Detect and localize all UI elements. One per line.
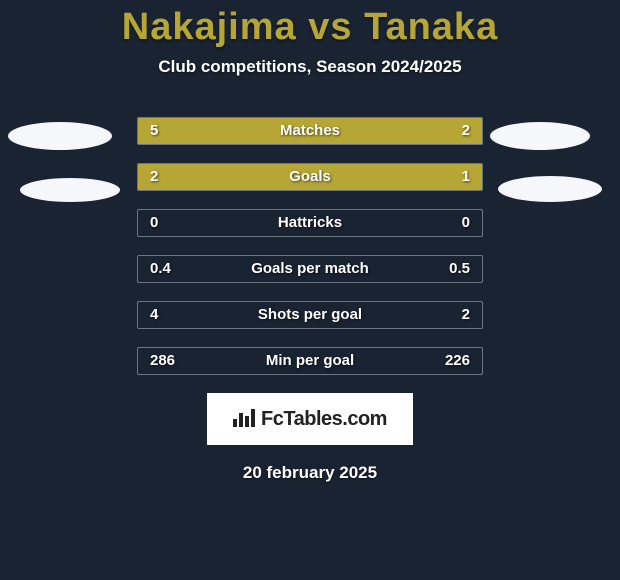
stat-value-right: 226	[445, 348, 470, 374]
avatar-ellipse	[20, 178, 120, 202]
subtitle: Club competitions, Season 2024/2025	[0, 57, 620, 77]
vs-separator: vs	[297, 6, 364, 48]
stat-label: Goals per match	[138, 256, 482, 282]
avatar-ellipse	[498, 176, 602, 202]
stat-row: 5Matches2	[137, 117, 483, 145]
stat-row: 0.4Goals per match0.5	[137, 255, 483, 283]
logo-text: FcTables.com	[261, 408, 387, 431]
bar-left	[138, 118, 382, 144]
bar-left	[138, 164, 368, 190]
stat-value-left: 286	[150, 348, 175, 374]
stat-value-left: 0	[150, 210, 158, 236]
stat-row: 286Min per goal226	[137, 347, 483, 375]
stat-label: Shots per goal	[138, 302, 482, 328]
stats-container: 5Matches2 2Goals1 0Hattricks0 0.4Goals per …	[137, 117, 483, 375]
page-title: Nakajima vs Tanaka	[0, 0, 620, 49]
stat-label: Min per goal	[138, 348, 482, 374]
chart-icon	[233, 407, 255, 432]
stat-value-left: 0.4	[150, 256, 171, 282]
date-text: 20 february 2025	[0, 463, 620, 483]
avatar-ellipse	[490, 122, 590, 150]
logo-box: FcTables.com	[207, 393, 413, 445]
stat-value-right: 0.5	[449, 256, 470, 282]
stat-value-left: 4	[150, 302, 158, 328]
avatar-ellipse	[8, 122, 112, 150]
bar-right	[382, 118, 482, 144]
stat-label: Hattricks	[138, 210, 482, 236]
player-left-name: Nakajima	[122, 6, 297, 48]
player-right-name: Tanaka	[364, 6, 498, 48]
stat-row: 0Hattricks0	[137, 209, 483, 237]
stat-value-right: 0	[462, 210, 470, 236]
stat-value-right: 2	[462, 302, 470, 328]
stat-row: 4Shots per goal2	[137, 301, 483, 329]
bar-right	[368, 164, 482, 190]
stat-row: 2Goals1	[137, 163, 483, 191]
